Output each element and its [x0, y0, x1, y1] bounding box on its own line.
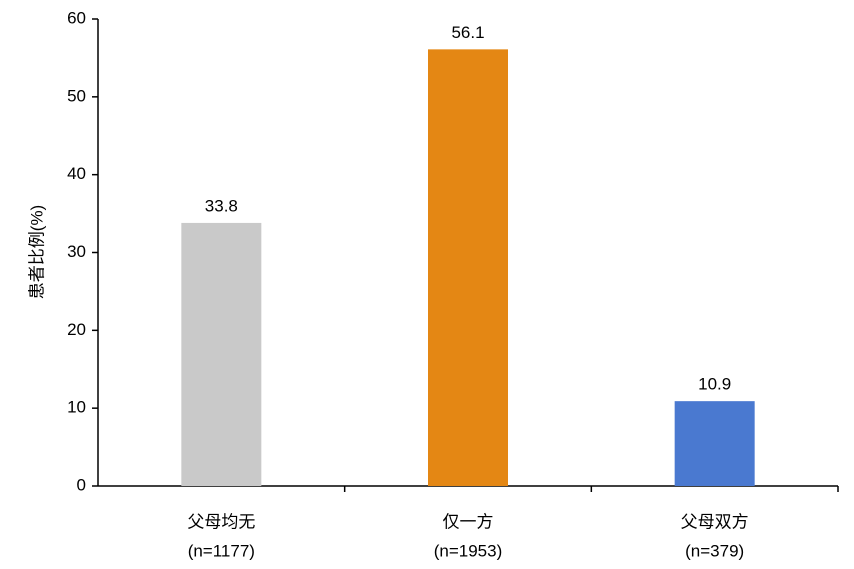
x-tick-label: 仅一方 — [443, 512, 494, 531]
bar — [674, 401, 755, 486]
y-tick-label: 10 — [67, 398, 86, 417]
y-tick-label: 40 — [67, 164, 86, 183]
value-label: 10.9 — [698, 375, 731, 394]
x-tick-label: (n=1953) — [434, 541, 503, 560]
bar — [181, 222, 262, 486]
bar — [428, 49, 508, 486]
y-tick-label: 60 — [67, 8, 86, 27]
x-tick-label: 父母均无 — [187, 512, 255, 531]
y-tick-label: 50 — [67, 86, 86, 105]
y-tick-label: 20 — [67, 320, 86, 339]
y-tick-label: 0 — [77, 475, 86, 494]
x-tick-label: 父母双方 — [681, 512, 749, 531]
y-tick-label: 30 — [67, 242, 86, 261]
value-label: 33.8 — [205, 196, 238, 215]
x-tick-label: (n=379) — [685, 541, 744, 560]
x-tick-label: (n=1177) — [188, 541, 255, 560]
y-axis-label: 患者比例(%) — [27, 205, 46, 299]
value-label: 56.1 — [451, 23, 484, 42]
